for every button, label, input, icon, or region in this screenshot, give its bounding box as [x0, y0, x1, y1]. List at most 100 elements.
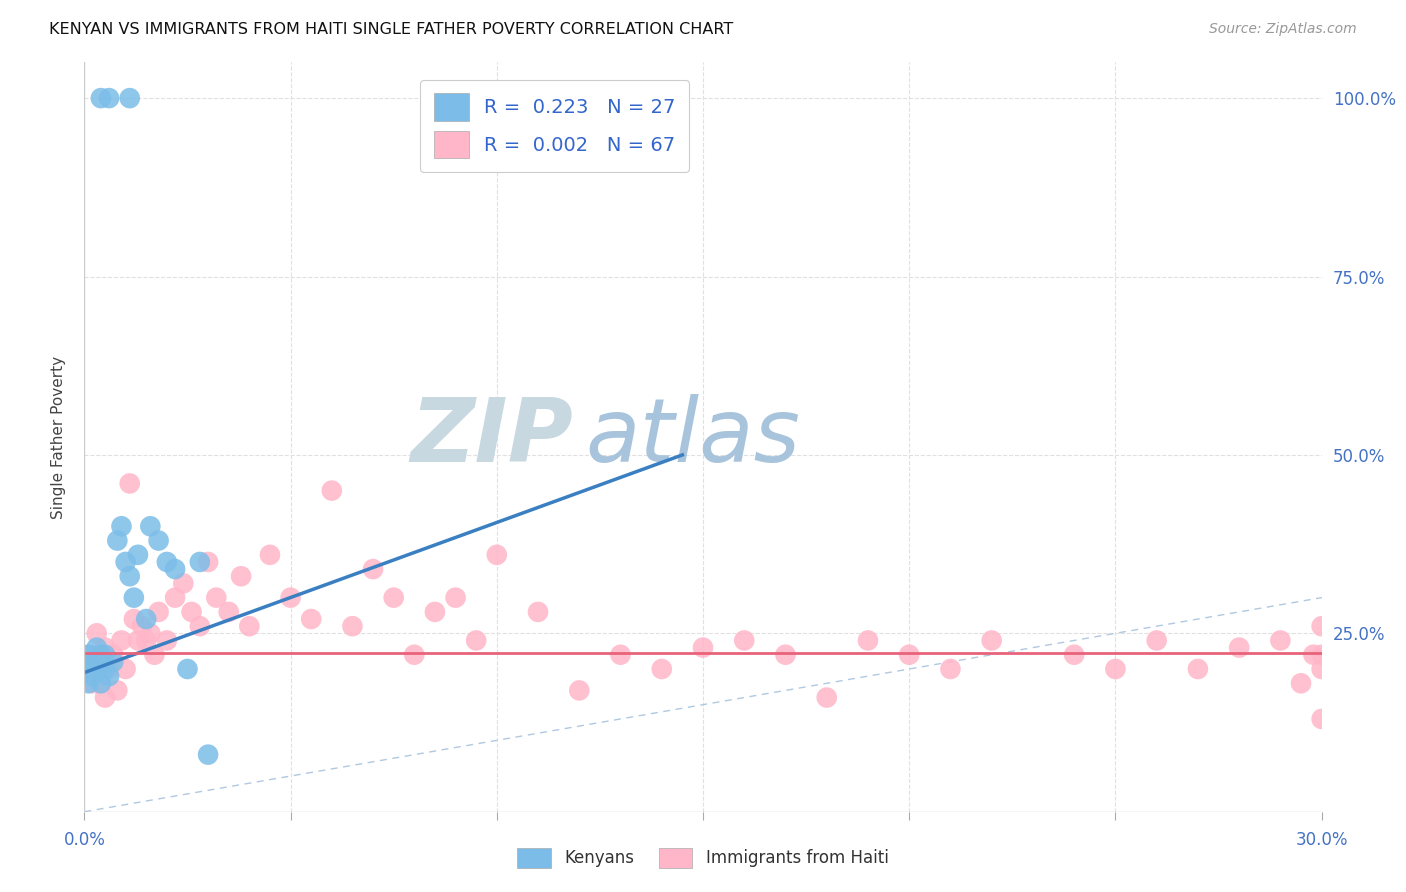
Point — [165, 591, 187, 605]
Point — [238, 619, 260, 633]
Point — [103, 655, 125, 669]
Point — [342, 619, 364, 633]
Point — [122, 591, 145, 605]
Point — [1310, 648, 1333, 662]
Point — [1302, 648, 1324, 662]
Point — [205, 591, 228, 605]
Point — [939, 662, 962, 676]
Point — [229, 569, 252, 583]
Point — [361, 562, 384, 576]
Point — [980, 633, 1002, 648]
Point — [135, 633, 157, 648]
Point — [110, 633, 132, 648]
Point — [856, 633, 879, 648]
Point — [898, 648, 921, 662]
Point — [321, 483, 343, 498]
Point — [423, 605, 446, 619]
Point — [404, 648, 426, 662]
Point — [197, 555, 219, 569]
Point — [90, 676, 112, 690]
Point — [1187, 662, 1209, 676]
Point — [82, 669, 104, 683]
Point — [148, 533, 170, 548]
Point — [733, 633, 755, 648]
Point — [105, 683, 128, 698]
Point — [114, 662, 136, 676]
Point — [94, 648, 117, 662]
Point — [188, 555, 211, 569]
Point — [77, 648, 100, 662]
Point — [1310, 662, 1333, 676]
Point — [259, 548, 281, 562]
Point — [165, 562, 187, 576]
Point — [118, 569, 141, 583]
Point — [465, 633, 488, 648]
Point — [280, 591, 302, 605]
Text: atlas: atlas — [585, 394, 800, 480]
Point — [90, 648, 112, 662]
Point — [77, 676, 100, 690]
Point — [382, 591, 405, 605]
Point — [105, 533, 128, 548]
Point — [94, 662, 117, 676]
Point — [90, 91, 112, 105]
Point — [86, 626, 108, 640]
Point — [444, 591, 467, 605]
Point — [815, 690, 838, 705]
Point — [127, 548, 149, 562]
Text: Source: ZipAtlas.com: Source: ZipAtlas.com — [1209, 22, 1357, 37]
Point — [485, 548, 508, 562]
Point — [114, 555, 136, 569]
Point — [156, 633, 179, 648]
Point — [135, 612, 157, 626]
Point — [197, 747, 219, 762]
Point — [180, 605, 202, 619]
Text: ZIP: ZIP — [411, 393, 574, 481]
Y-axis label: Single Father Poverty: Single Father Poverty — [51, 356, 66, 518]
Point — [139, 519, 162, 533]
Point — [692, 640, 714, 655]
Point — [1270, 633, 1292, 648]
Point — [1104, 662, 1126, 676]
Point — [156, 555, 179, 569]
Point — [90, 676, 112, 690]
Point — [1310, 619, 1333, 633]
Point — [1146, 633, 1168, 648]
Text: KENYAN VS IMMIGRANTS FROM HAITI SINGLE FATHER POVERTY CORRELATION CHART: KENYAN VS IMMIGRANTS FROM HAITI SINGLE F… — [49, 22, 734, 37]
Point — [176, 662, 198, 676]
Point — [90, 648, 112, 662]
Point — [94, 690, 117, 705]
Point — [103, 648, 125, 662]
Point — [77, 662, 100, 676]
Point — [1310, 712, 1333, 726]
Point — [82, 655, 104, 669]
Point — [1227, 640, 1250, 655]
Point — [98, 669, 121, 683]
Point — [188, 619, 211, 633]
Point — [86, 640, 108, 655]
Point — [218, 605, 240, 619]
Point — [118, 476, 141, 491]
Point — [527, 605, 550, 619]
Point — [148, 605, 170, 619]
Point — [131, 619, 153, 633]
Point — [118, 91, 141, 105]
Point — [143, 648, 166, 662]
Point — [299, 612, 322, 626]
Point — [775, 648, 797, 662]
Point — [82, 676, 104, 690]
Point — [122, 612, 145, 626]
Point — [127, 633, 149, 648]
Point — [82, 655, 104, 669]
Legend: R =  0.223   N = 27, R =  0.002   N = 67: R = 0.223 N = 27, R = 0.002 N = 67 — [420, 79, 689, 171]
Point — [139, 626, 162, 640]
Point — [110, 519, 132, 533]
Point — [94, 640, 117, 655]
Legend: Kenyans, Immigrants from Haiti: Kenyans, Immigrants from Haiti — [510, 841, 896, 875]
Point — [98, 662, 121, 676]
Point — [1063, 648, 1085, 662]
Point — [86, 662, 108, 676]
Point — [98, 91, 121, 105]
Point — [1289, 676, 1312, 690]
Point — [568, 683, 591, 698]
